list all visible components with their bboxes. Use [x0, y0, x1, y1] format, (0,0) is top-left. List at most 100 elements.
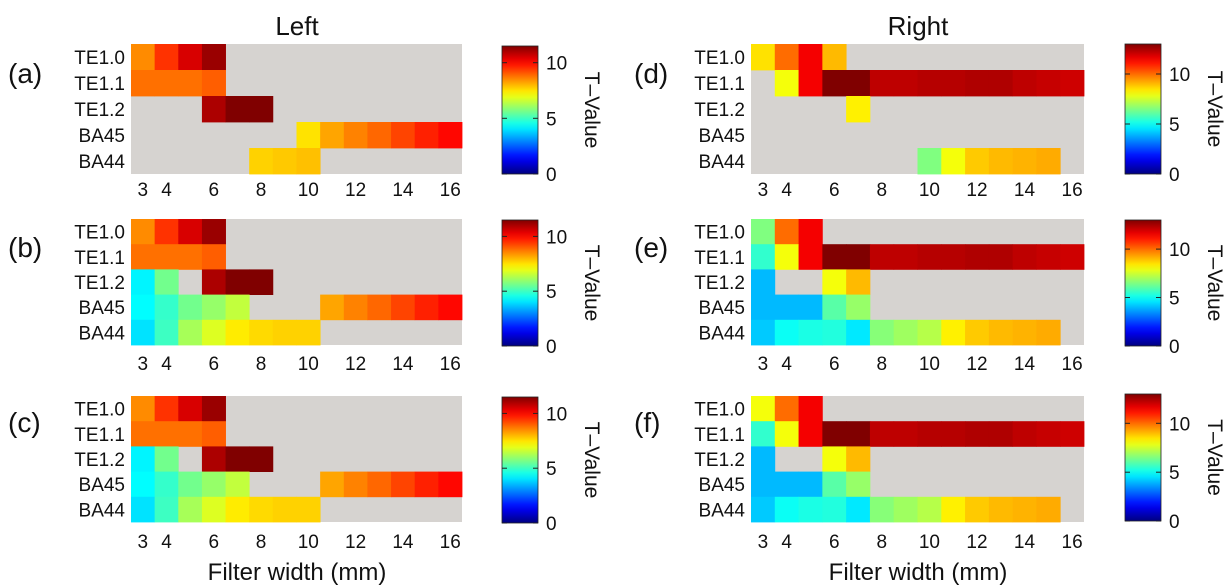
x-tick-label: 8 [877, 180, 888, 201]
row-label: BA44 [699, 500, 746, 521]
heatmap-cell [249, 496, 274, 523]
heatmap-cell [798, 44, 823, 71]
heatmap-cell [178, 70, 203, 97]
colorbar-tick-label: 10 [546, 404, 567, 425]
heatmap-cell [225, 471, 250, 498]
heatmap-cell [201, 471, 226, 498]
row-label: TE1.2 [694, 450, 745, 471]
heatmap-cell [201, 396, 226, 422]
colorbar-tick-label: 5 [1169, 115, 1180, 136]
x-tick-label: 4 [161, 532, 172, 553]
row-label: BA45 [699, 126, 745, 147]
panel-label: (e) [634, 232, 668, 263]
row-label: TE1.0 [74, 223, 125, 244]
heatmap-cell [941, 70, 966, 97]
row-label: TE1.0 [694, 400, 745, 421]
heatmap-cell [751, 396, 776, 422]
heatmap-cell [822, 319, 847, 346]
panel-label: (b) [8, 232, 42, 263]
colorbar-tick-label: 0 [546, 514, 557, 535]
x-tick-label: 3 [758, 354, 769, 375]
heatmap-cell [941, 244, 966, 270]
x-tick-label: 10 [919, 180, 940, 201]
heatmap-cell [846, 244, 871, 270]
heatmap-cell [438, 471, 463, 498]
x-tick-label: 3 [138, 532, 149, 553]
heatmap-cell [798, 319, 823, 346]
heatmap-cell [893, 421, 918, 447]
row-label: TE1.0 [74, 48, 125, 69]
heatmap-cell [178, 396, 203, 422]
panel-b: (b) TE1.0 TE1.1 TE1.2 BA45 BA44 3 4 6 8 10 12 14 16 0 5… [8, 219, 603, 375]
heatmap-cell [391, 122, 416, 149]
row-label: BA44 [79, 152, 126, 173]
heatmap-cell [131, 219, 156, 245]
colorbar-label: T–Value [580, 422, 603, 499]
row-label: TE1.0 [694, 223, 745, 244]
heatmap-cell [798, 244, 823, 270]
heatmap-cell [798, 471, 823, 498]
colorbar-tick-label: 5 [546, 459, 557, 480]
heatmap-cell [201, 219, 226, 245]
colorbar-tick-label: 10 [546, 54, 567, 75]
row-label: BA44 [79, 323, 126, 344]
colorbar-label: T–Value [1203, 71, 1226, 148]
heatmap-cell [893, 244, 918, 270]
heatmap-cell [178, 219, 203, 245]
heatmap-cell [751, 219, 776, 245]
heatmap-cell [1036, 148, 1061, 175]
heatmap-cell [941, 421, 966, 447]
colorbar-tick-label: 10 [546, 227, 567, 248]
colorbar [1124, 43, 1162, 175]
heatmap-cell [846, 294, 871, 321]
heatmap-cell [201, 319, 226, 346]
colorbar-label: T–Value [1203, 419, 1226, 496]
row-label: TE1.1 [694, 425, 745, 446]
heatmap-cell [178, 44, 203, 71]
heatmap-cell [751, 446, 776, 472]
heatmap-cell [438, 122, 463, 149]
colorbar-tick-label: 5 [1169, 463, 1180, 484]
heatmap-cell [154, 319, 179, 346]
x-tick-label: 3 [758, 532, 769, 553]
x-tick-label: 12 [966, 354, 987, 375]
heatmap-cell [391, 294, 416, 321]
heatmap-cell [154, 396, 179, 422]
colorbar-tick-label: 10 [1169, 414, 1190, 435]
heatmap-cell [774, 421, 799, 447]
row-label: TE1.1 [74, 425, 125, 446]
heatmap-cell [774, 294, 799, 321]
heatmap-cell [343, 294, 368, 321]
row-label: TE1.1 [694, 248, 745, 269]
heatmap-cell [296, 496, 321, 523]
panel-label: (c) [8, 407, 41, 438]
panel-a: (a) TE1.0 TE1.1 TE1.2 BA45 BA44 3 4 6 8 10 12 14 16 0 5… [8, 44, 603, 201]
x-tick-label: 8 [256, 180, 267, 201]
heatmap-cell [965, 421, 990, 447]
heatmap-cell [201, 244, 226, 270]
row-label: BA44 [79, 500, 126, 521]
colorbar [501, 396, 539, 524]
heatmap-cell [1012, 421, 1037, 447]
heatmap-cell [917, 496, 942, 523]
heatmap-cell [154, 44, 179, 71]
heatmap-cell [249, 96, 274, 123]
heatmap-cell [343, 471, 368, 498]
heatmap-cell [154, 70, 179, 97]
heatmap-cell [751, 471, 776, 498]
heatmap-cell [988, 244, 1014, 270]
heatmap-cell [1060, 244, 1085, 270]
heatmap-cell [965, 496, 990, 523]
heatmap-cell [798, 421, 823, 447]
heatmap-cell [822, 421, 847, 447]
heatmap-cell [846, 96, 871, 123]
heatmap-cell [131, 269, 156, 295]
heatmap-cell [154, 471, 179, 498]
heatmap-cell [988, 70, 1014, 97]
x-tick-label: 10 [298, 354, 319, 375]
colorbar-tick-label: 0 [1169, 337, 1180, 358]
heatmap-cell [941, 496, 966, 523]
x-tick-label: 16 [1062, 354, 1083, 375]
heatmap-cell [201, 269, 226, 295]
